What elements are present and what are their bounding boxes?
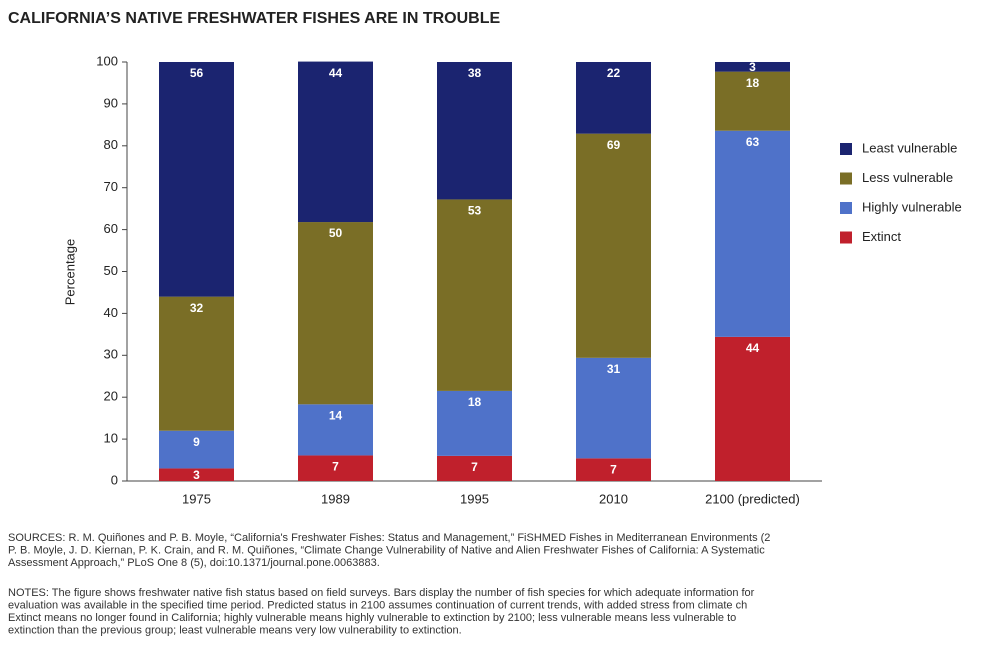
x-tick-label: 1995	[460, 491, 489, 506]
data-label: 63	[746, 135, 760, 149]
x-tick-label: 1989	[321, 491, 350, 506]
bar-segment	[298, 404, 373, 456]
y-tick-label: 20	[104, 389, 118, 404]
legend-swatch	[840, 202, 852, 214]
x-tick-label: 1975	[182, 491, 211, 506]
data-label: 3	[193, 468, 200, 482]
chart-title: CALIFORNIA’S NATIVE FRESHWATER FISHES AR…	[8, 10, 500, 27]
bar-segment	[298, 61, 373, 223]
note-line: extinction than the previous group; leas…	[8, 625, 462, 637]
y-tick-label: 70	[104, 179, 118, 194]
y-tick-label: 80	[104, 137, 118, 152]
bar-segment	[437, 390, 512, 456]
bar-segment	[715, 130, 790, 337]
note-line: NOTES: The figure shows freshwater nativ…	[8, 587, 755, 599]
bar-segment	[715, 71, 790, 131]
bar-segment	[159, 62, 234, 297]
data-label: 7	[610, 463, 617, 477]
data-label: 69	[607, 138, 621, 152]
data-label: 18	[746, 76, 760, 90]
bar-segment	[437, 199, 512, 391]
data-label: 53	[468, 204, 482, 218]
source-line: Assessment Approach,” PLoS One 8 (5), do…	[8, 557, 380, 569]
bar-segment	[298, 455, 373, 481]
data-label: 31	[607, 362, 621, 376]
data-label: 44	[746, 341, 760, 355]
bar-segment	[437, 62, 512, 200]
bar-segment	[159, 468, 234, 481]
bar-segment	[159, 430, 234, 469]
data-label: 7	[471, 460, 478, 474]
bar-segment	[576, 133, 651, 358]
data-label: 32	[190, 301, 204, 315]
bar-segment	[437, 455, 512, 481]
source-line: SOURCES: R. M. Quiñones and P. B. Moyle,…	[8, 532, 770, 544]
bar-segment	[576, 458, 651, 481]
bar-segment	[715, 62, 790, 72]
data-label: 22	[607, 66, 621, 80]
y-tick-label: 40	[104, 305, 118, 320]
y-tick-label: 100	[96, 53, 118, 68]
data-label: 7	[332, 460, 339, 474]
data-label: 50	[329, 226, 343, 240]
bar-segment	[576, 62, 651, 134]
y-tick-label: 30	[104, 347, 118, 362]
legend-swatch	[840, 143, 852, 155]
bar-segment	[715, 336, 790, 481]
x-tick-label: 2010	[599, 491, 628, 506]
legend-label: Less vulnerable	[862, 170, 953, 185]
data-label: 38	[468, 66, 482, 80]
legend-label: Extinct	[862, 229, 901, 244]
bar-segment	[159, 296, 234, 431]
y-tick-label: 90	[104, 95, 118, 110]
note-line: evaluation was available in the specifie…	[8, 600, 747, 612]
data-label: 56	[190, 66, 204, 80]
data-label: 18	[468, 395, 482, 409]
bar-segment	[298, 222, 373, 405]
source-line: P. B. Moyle, J. D. Kiernan, P. K. Crain,…	[8, 545, 765, 557]
y-axis-label: Percentage	[62, 239, 77, 306]
legend-swatch	[840, 231, 852, 244]
y-tick-label: 60	[104, 221, 118, 236]
legend-label: Highly vulnerable	[862, 199, 962, 214]
data-label: 3	[749, 60, 756, 74]
note-line: Extinct means no longer found in Califor…	[8, 612, 736, 624]
data-label: 14	[329, 408, 343, 422]
y-tick-label: 0	[111, 472, 118, 487]
y-tick-label: 10	[104, 431, 118, 446]
bar-segment	[576, 357, 651, 459]
y-tick-label: 50	[104, 263, 118, 278]
legend-label: Least vulnerable	[862, 140, 957, 155]
data-label: 9	[193, 435, 200, 449]
data-label: 44	[329, 66, 343, 80]
x-tick-label: 2100 (predicted)	[705, 491, 800, 506]
legend-swatch	[840, 172, 852, 185]
